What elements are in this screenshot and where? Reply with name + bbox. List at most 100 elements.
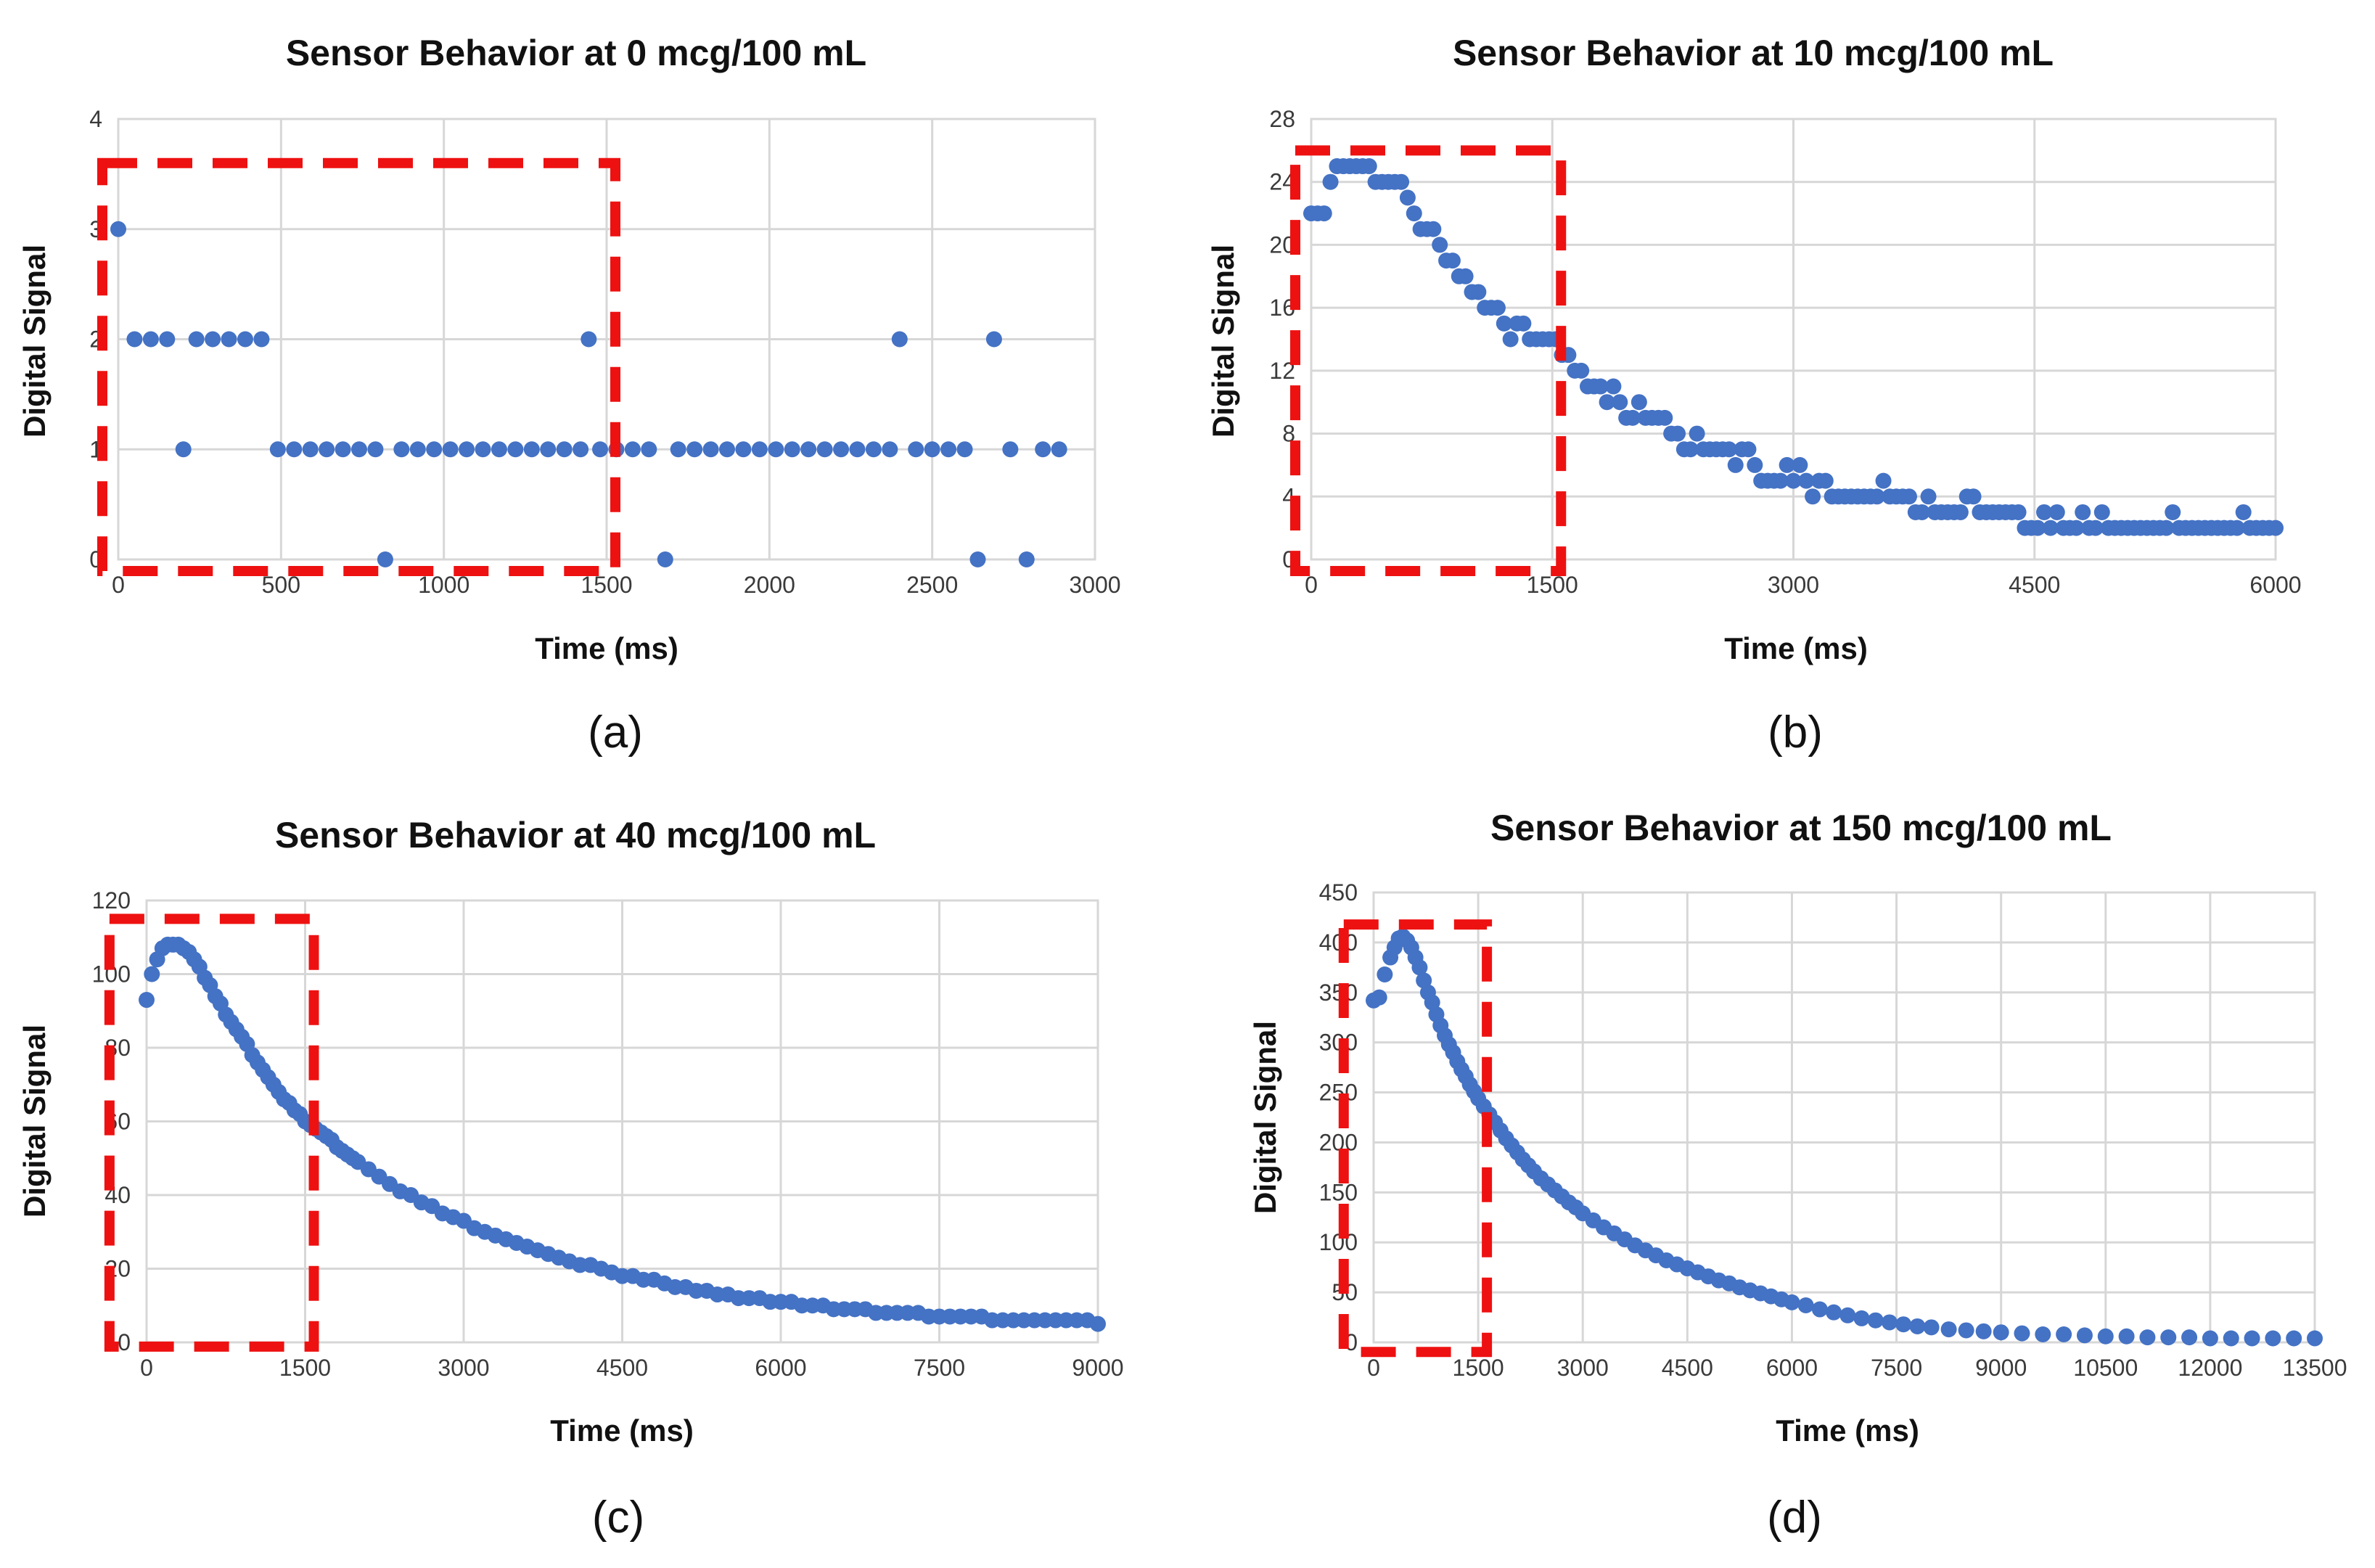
data-point (2036, 504, 2053, 520)
data-point (491, 441, 507, 458)
data-point (2087, 520, 2104, 536)
plot-frame (1372, 891, 2316, 1344)
x-axis-title: Time (ms) (535, 631, 678, 665)
plot-frame (145, 899, 1099, 1344)
data-point (2165, 504, 2181, 520)
data-point (1923, 1319, 1940, 1336)
panel-caption: (b) (1768, 707, 1823, 758)
data-point (1411, 959, 1428, 976)
data-point (702, 441, 719, 458)
data-point (269, 441, 286, 458)
data-point (2097, 1328, 2114, 1345)
data-point (1784, 1294, 1800, 1310)
y-tick-label: 150 (1319, 1179, 1358, 1205)
data-point (319, 441, 335, 458)
data-point (624, 441, 641, 458)
data-point (1975, 1323, 1992, 1339)
data-point (1952, 504, 1969, 520)
data-point (2075, 504, 2091, 520)
x-axis-title: Time (ms) (1776, 1413, 1919, 1448)
data-point (221, 331, 237, 348)
data-point (1839, 1307, 1856, 1323)
data-point (865, 441, 882, 458)
data-point (1657, 409, 1673, 426)
x-tick-label: 13500 (2283, 1355, 2347, 1381)
data-point (1797, 1297, 1814, 1314)
data-point (393, 441, 410, 458)
x-tick-label: 4500 (1662, 1355, 1713, 1381)
x-tick-label: 0 (1367, 1355, 1380, 1381)
data-point (302, 441, 319, 458)
data-point (1496, 315, 1512, 332)
data-point (188, 331, 205, 348)
plot-frame (117, 118, 1096, 561)
data-point (1779, 456, 1795, 473)
data-point (1592, 378, 1609, 395)
data-point (2265, 1330, 2281, 1347)
data-point (940, 441, 957, 458)
data-point (2181, 1329, 2198, 1346)
data-point (735, 441, 752, 458)
x-tick-label: 7500 (1871, 1355, 1922, 1381)
data-point (1900, 488, 1917, 505)
x-tick-label: 9000 (1975, 1355, 2027, 1381)
data-point (1740, 441, 1757, 458)
chart-title: Sensor Behavior at 40 mcg/100 mL (275, 815, 876, 855)
y-axis-title: Digital Signal (17, 1025, 52, 1218)
data-point (1682, 441, 1699, 458)
data-point (1811, 1301, 1828, 1318)
data-point (253, 331, 270, 348)
data-point (475, 441, 491, 458)
data-point (159, 331, 176, 348)
x-axis-title: Time (ms) (1724, 631, 1868, 665)
panel-c: Sensor Behavior at 40 mcg/100 mL 0 1500 30… (17, 815, 1124, 1543)
data-point (556, 441, 573, 458)
data-point (1785, 472, 1802, 489)
x-tick-label: 1500 (1453, 1355, 1504, 1381)
x-tick-label: 4500 (596, 1355, 648, 1381)
data-point (924, 441, 940, 458)
data-point (2286, 1330, 2302, 1347)
data-point (908, 441, 924, 458)
data-point (985, 331, 1002, 348)
data-point (2118, 1328, 2135, 1345)
data-point (1489, 300, 1506, 316)
y-tick-label: 4 (89, 106, 102, 132)
data-point (2042, 520, 2059, 536)
data-point (891, 331, 908, 348)
x-tick-label: 0 (1305, 572, 1318, 598)
data-point (2228, 520, 2245, 536)
data-point (1630, 394, 1647, 411)
panel-caption: (d) (1767, 1493, 1822, 1543)
data-point (1792, 456, 1808, 473)
panel-d: Sensor Behavior at 150 mcg/100 mL 0 1500 3… (1248, 808, 2347, 1543)
data-point (335, 441, 351, 458)
data-point (2076, 1327, 2093, 1344)
data-point (1670, 425, 1686, 442)
data-point (1895, 1316, 1912, 1333)
chart-title: Sensor Behavior at 0 mcg/100 mL (286, 33, 866, 73)
highlight-region-box (104, 914, 319, 1352)
x-tick-label: 3000 (1069, 572, 1120, 598)
data-point (2244, 1330, 2260, 1347)
data-point (1798, 472, 1815, 489)
data-point (2068, 520, 2085, 536)
data-point (2030, 520, 2046, 536)
data-point (1826, 1304, 1842, 1321)
y-tick-label: 400 (1319, 929, 1358, 956)
data-point (1444, 253, 1461, 269)
data-point (969, 551, 986, 567)
data-point (1316, 205, 1332, 222)
data-point (1322, 173, 1339, 190)
data-point (1425, 221, 1442, 237)
data-point (2268, 520, 2284, 536)
x-tick-label: 2000 (744, 572, 795, 598)
data-point (2223, 1330, 2239, 1347)
data-point (670, 441, 686, 458)
x-tick-label: 6000 (2249, 572, 2301, 598)
data-point (1881, 1314, 1898, 1331)
data-point (540, 441, 557, 458)
